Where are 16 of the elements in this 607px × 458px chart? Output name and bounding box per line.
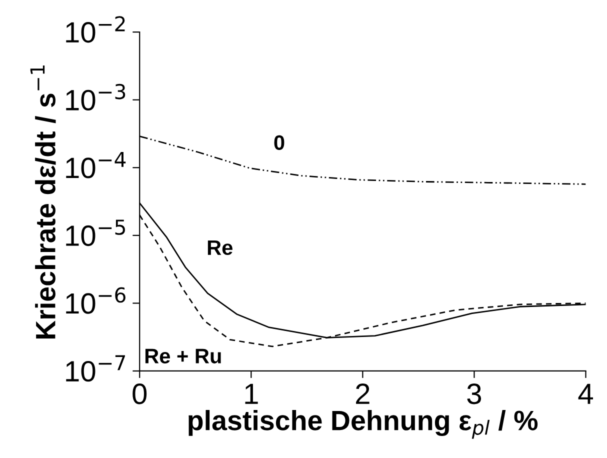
x-tick-label: 3 (467, 384, 482, 404)
series-label: Re + Ru (145, 348, 221, 364)
y-tick-label: 10$^{−7}$ (66, 355, 126, 382)
series-label: Re (208, 240, 232, 256)
x-tick-label: 2 (356, 384, 370, 404)
y-tick-label: 10$^{−5}$ (66, 220, 125, 246)
y-axis-title: Kriechrate dε/dt / s$^{−1}$ (30, 65, 56, 339)
y-tick-label: 10$^{−2}$ (66, 16, 125, 43)
y-tick-label: 10$^{−4}$ (66, 152, 126, 178)
y-tick-label: 10$^{−3}$ (66, 84, 126, 110)
x-tick-label: 0 (132, 384, 147, 404)
x-axis-title: plastische Dehnung ε$_{pl}$ / % (188, 410, 538, 439)
y-tick-label: 10$^{−6}$ (66, 287, 126, 314)
x-tick-label: 4 (578, 384, 594, 404)
series-label: 0 (274, 135, 284, 150)
x-tick-label: 1 (245, 384, 258, 404)
